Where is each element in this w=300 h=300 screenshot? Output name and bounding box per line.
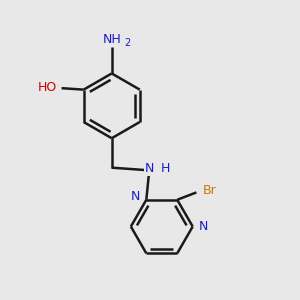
Text: 2: 2 bbox=[124, 38, 130, 47]
Text: N: N bbox=[199, 220, 208, 233]
Text: N: N bbox=[131, 190, 140, 203]
Text: N: N bbox=[145, 162, 154, 176]
Text: Br: Br bbox=[202, 184, 216, 197]
Text: HO: HO bbox=[38, 81, 57, 94]
Text: NH: NH bbox=[102, 33, 121, 46]
Text: H: H bbox=[161, 162, 170, 176]
